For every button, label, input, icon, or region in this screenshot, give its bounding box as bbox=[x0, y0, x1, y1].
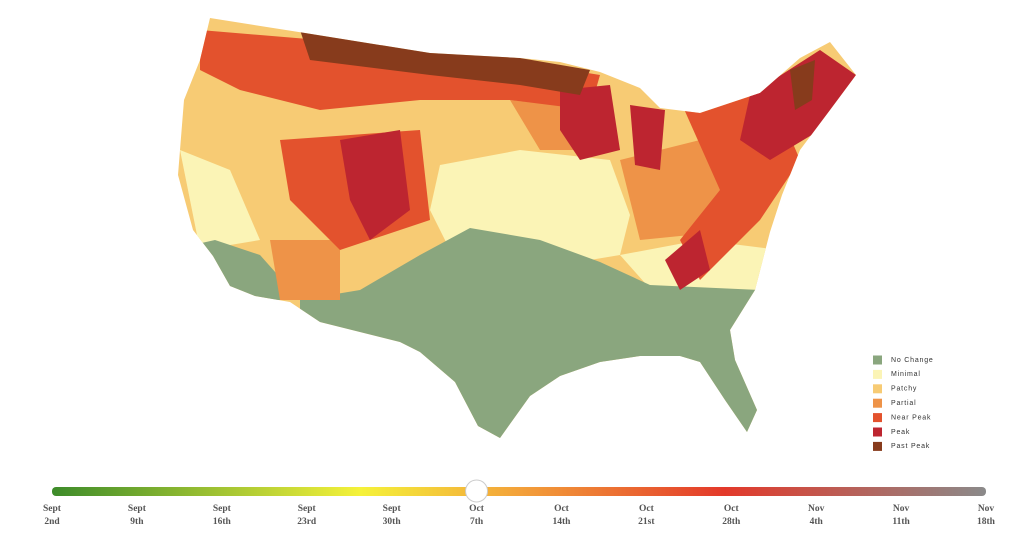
date-month: Sept bbox=[43, 504, 62, 514]
timeline-date[interactable]: Nov 4th bbox=[808, 504, 825, 527]
timeline-date[interactable]: Sept 30th bbox=[383, 504, 402, 527]
legend-label: Past Peak bbox=[891, 443, 930, 450]
map bbox=[178, 18, 856, 438]
date-month: Oct bbox=[724, 504, 740, 514]
legend-swatch bbox=[873, 384, 882, 394]
date-day: 14th bbox=[552, 517, 571, 527]
legend-swatch bbox=[873, 441, 882, 451]
date-month: Nov bbox=[893, 504, 910, 514]
date-day: 23rd bbox=[297, 517, 317, 527]
legend-swatch bbox=[873, 398, 882, 408]
legend: No Change Minimal Patchy Partial Near Peak Pe… bbox=[873, 355, 934, 451]
region bbox=[560, 85, 620, 160]
timeline-date[interactable]: Oct 7th bbox=[469, 504, 485, 527]
date-day: 2nd bbox=[44, 517, 60, 527]
date-day: 4th bbox=[810, 517, 824, 527]
timeline-date[interactable]: Sept 2nd bbox=[43, 504, 62, 527]
legend-swatch bbox=[873, 427, 882, 437]
region bbox=[300, 30, 590, 95]
legend-label: No Change bbox=[891, 357, 934, 364]
date-day: 11th bbox=[892, 517, 910, 527]
date-day: 30th bbox=[383, 517, 402, 527]
timeline-date[interactable]: Nov 11th bbox=[892, 504, 910, 527]
legend-swatch bbox=[873, 413, 882, 423]
date-day: 18th bbox=[977, 517, 996, 527]
timeline-track[interactable] bbox=[52, 487, 986, 496]
date-day: 7th bbox=[470, 517, 484, 527]
date-month: Sept bbox=[298, 504, 317, 514]
timeline-date[interactable]: Oct 14th bbox=[552, 504, 571, 527]
date-day: 16th bbox=[213, 517, 232, 527]
date-month: Sept bbox=[128, 504, 147, 514]
region bbox=[340, 130, 410, 240]
region bbox=[180, 150, 260, 250]
timeline-handle[interactable] bbox=[465, 479, 489, 503]
legend-label: Minimal bbox=[891, 371, 921, 378]
region bbox=[665, 230, 710, 290]
date-month: Nov bbox=[978, 504, 995, 514]
legend-swatch bbox=[873, 369, 882, 379]
timeline-date[interactable]: Oct 28th bbox=[722, 504, 741, 527]
legend-swatch bbox=[873, 355, 882, 365]
date-month: Nov bbox=[808, 504, 825, 514]
timeline-date[interactable]: Sept 9th bbox=[128, 504, 147, 527]
date-month: Sept bbox=[213, 504, 232, 514]
legend-label: Near Peak bbox=[891, 414, 931, 421]
date-day: 28th bbox=[722, 517, 741, 527]
timeline-date[interactable]: Oct 21st bbox=[638, 504, 655, 527]
timeline-labels: Sept 2nd Sept 9th Sept 16th Sept 23rd Sept 30th Oc… bbox=[43, 504, 996, 527]
date-month: Oct bbox=[554, 504, 570, 514]
legend-label: Partial bbox=[891, 400, 916, 407]
date-month: Sept bbox=[383, 504, 402, 514]
date-day: 21st bbox=[638, 517, 655, 527]
region bbox=[270, 240, 340, 300]
date-day: 9th bbox=[130, 517, 144, 527]
legend-label: Peak bbox=[891, 429, 910, 436]
date-month: Oct bbox=[469, 504, 485, 514]
region bbox=[790, 60, 815, 110]
date-month: Oct bbox=[639, 504, 655, 514]
timeline-date[interactable]: Nov 18th bbox=[977, 504, 996, 527]
region bbox=[630, 105, 665, 170]
timeline-date[interactable]: Sept 23rd bbox=[297, 504, 317, 527]
timeline-date[interactable]: Sept 16th bbox=[213, 504, 232, 527]
legend-label: Patchy bbox=[891, 386, 917, 393]
